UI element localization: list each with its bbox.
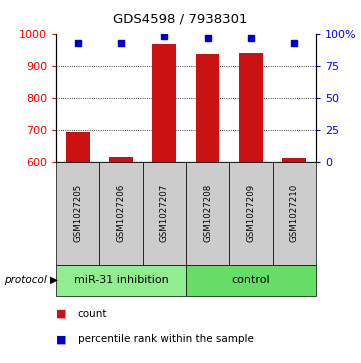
Text: GSM1027207: GSM1027207 bbox=[160, 184, 169, 242]
Bar bbox=[239, 53, 263, 162]
Bar bbox=[66, 132, 90, 162]
Text: miR-31 inhibition: miR-31 inhibition bbox=[74, 276, 168, 285]
Text: GSM1027210: GSM1027210 bbox=[290, 184, 299, 242]
Text: GSM1027205: GSM1027205 bbox=[73, 184, 82, 242]
Text: count: count bbox=[78, 309, 107, 319]
Text: GSM1027206: GSM1027206 bbox=[117, 184, 125, 242]
Bar bbox=[152, 44, 176, 162]
Text: percentile rank within the sample: percentile rank within the sample bbox=[78, 334, 253, 344]
Text: ■: ■ bbox=[56, 334, 66, 344]
Text: protocol ▶: protocol ▶ bbox=[4, 276, 58, 285]
Bar bbox=[196, 54, 219, 162]
Text: GDS4598 / 7938301: GDS4598 / 7938301 bbox=[113, 13, 248, 26]
Bar bbox=[282, 158, 306, 162]
Text: GSM1027209: GSM1027209 bbox=[247, 184, 255, 242]
Text: control: control bbox=[232, 276, 270, 285]
Text: ■: ■ bbox=[56, 309, 66, 319]
Bar bbox=[109, 157, 133, 162]
Text: GSM1027208: GSM1027208 bbox=[203, 184, 212, 242]
